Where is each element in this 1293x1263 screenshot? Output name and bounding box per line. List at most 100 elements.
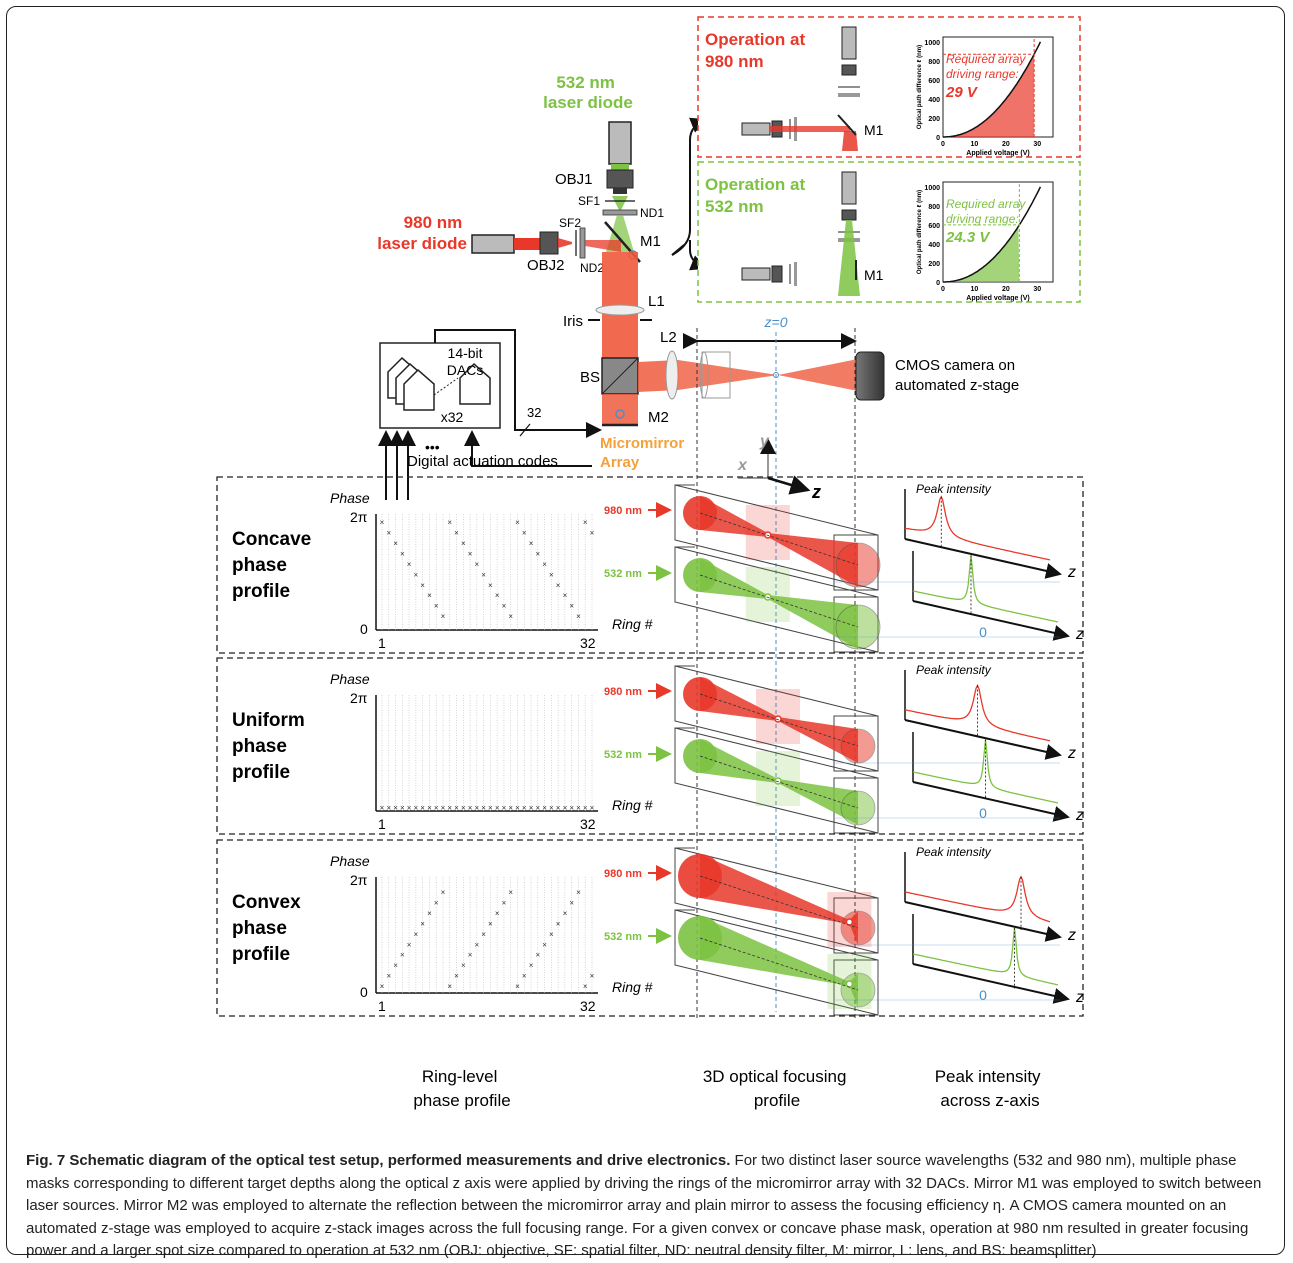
inset-driving-range-fill xyxy=(943,226,1020,282)
zero-label: 0 xyxy=(360,984,368,1000)
phase-marker: × xyxy=(563,591,568,600)
two-pi-label: 2π xyxy=(350,872,368,888)
phase-marker: × xyxy=(535,951,540,960)
phase-marker: × xyxy=(407,560,412,569)
phase-marker: × xyxy=(515,518,520,527)
phase-marker: × xyxy=(495,804,500,813)
inset-opd-curve xyxy=(943,186,1042,283)
inset-opd-curve xyxy=(943,41,1042,138)
phase-marker: × xyxy=(420,581,425,590)
phase-marker: × xyxy=(447,982,452,991)
phase-marker: × xyxy=(515,982,520,991)
inset-xtick: 20 xyxy=(1002,286,1010,293)
nd1-label: ND1 xyxy=(640,206,664,220)
inset-operation-1: Operation at 532 nm M1 0 200 400 600 800 1000 0 10… xyxy=(697,161,1081,303)
sf1-label: SF1 xyxy=(578,194,600,208)
inset-range-value: 24.3 V xyxy=(945,229,991,246)
phase-marker: × xyxy=(420,919,425,928)
phase-marker: × xyxy=(488,581,493,590)
phase-marker: × xyxy=(542,804,547,813)
inset-ytick: 600 xyxy=(928,223,940,230)
nd1-filter xyxy=(602,209,638,216)
phase-marker: × xyxy=(590,529,595,538)
phase-marker: × xyxy=(461,804,466,813)
inset-xlabel: Applied voltage (V) xyxy=(966,295,1029,302)
phase-marker: × xyxy=(508,612,513,621)
bus-width: 32 xyxy=(527,405,541,420)
phase-marker: × xyxy=(434,602,439,611)
phase-marker: × xyxy=(468,951,473,960)
inset-xtick: 20 xyxy=(1002,141,1010,148)
phase-marker: × xyxy=(488,919,493,928)
peak-curve xyxy=(904,875,1051,923)
phase-marker: × xyxy=(380,982,385,991)
phase-marker: × xyxy=(502,602,507,611)
focus-point xyxy=(845,980,854,988)
phase-marker: × xyxy=(468,549,473,558)
inset-ytick: 1000 xyxy=(924,185,940,192)
phase-marker: × xyxy=(508,804,513,813)
zero-label: 0 xyxy=(360,621,368,637)
phase-marker: × xyxy=(414,804,419,813)
phase-marker: × xyxy=(583,982,588,991)
m1-label: M1 xyxy=(640,233,661,250)
caption-body: For two distinct laser source wavelength… xyxy=(26,1152,1262,1259)
nd2-label: ND2 xyxy=(580,261,604,275)
phase-marker: × xyxy=(529,804,534,813)
obj1-lens xyxy=(606,169,634,189)
phase-marker: × xyxy=(569,602,574,611)
phase-marker: × xyxy=(563,909,568,918)
figure-frame xyxy=(6,6,1285,1255)
peak-intensity-label: Peak intensity xyxy=(916,482,992,496)
phase-marker: × xyxy=(468,804,473,813)
peak-curve xyxy=(912,927,1059,986)
inset-xtick: 30 xyxy=(1033,141,1041,148)
wl-980-label: 980 nm xyxy=(604,505,642,517)
phase-marker: × xyxy=(414,930,419,939)
ring-start: 1 xyxy=(378,635,386,651)
phase-marker: × xyxy=(576,888,581,897)
obj1-label: OBJ1 xyxy=(555,171,593,188)
m2-label: M2 xyxy=(648,409,669,426)
inset-xtick: 30 xyxy=(1033,286,1041,293)
phase-marker: × xyxy=(556,581,561,590)
phase-marker: × xyxy=(386,972,391,981)
svg-text:y: y xyxy=(759,433,770,450)
inset-ytick: 800 xyxy=(928,59,940,66)
micromirror-label: Micromirror Array xyxy=(600,435,688,471)
phase-marker: × xyxy=(590,972,595,981)
phase-marker: × xyxy=(427,909,432,918)
inset-ytick: 0 xyxy=(936,135,940,142)
inset-xlabel: Applied voltage (V) xyxy=(966,150,1029,157)
phase-axis-label: Phase xyxy=(330,853,370,869)
phase-marker: × xyxy=(475,804,480,813)
inset-ytick: 200 xyxy=(928,116,940,123)
phase-marker: × xyxy=(414,570,419,579)
phase-marker: × xyxy=(380,804,385,813)
nd2-filter xyxy=(579,227,586,259)
phase-marker: × xyxy=(576,612,581,621)
setup-diagram: 532 nm laser diode OBJ1 SF1 ND1 980 nm l… xyxy=(216,16,1084,1110)
wl-980-label: 980 nm xyxy=(604,686,642,698)
inset-mirror-label: M1 xyxy=(864,267,884,283)
phase-marker: × xyxy=(475,940,480,949)
phase-marker: × xyxy=(576,804,581,813)
wl-980-label: 980 nm xyxy=(604,868,642,880)
laser-532-diode xyxy=(608,121,632,165)
l2-lens xyxy=(665,350,679,400)
phase-marker: × xyxy=(454,972,459,981)
ring-end: 32 xyxy=(580,635,596,651)
svg-text:x: x xyxy=(737,457,748,474)
caption-title: Fig. 7 Schematic diagram of the optical … xyxy=(26,1152,731,1169)
two-pi-label: 2π xyxy=(350,690,368,706)
row-name: Concave phase profile xyxy=(232,529,311,602)
inset-driving-range-fill xyxy=(943,54,1035,138)
phase-marker: × xyxy=(495,591,500,600)
digital-codes-label: Digital actuation codes xyxy=(407,453,558,470)
ring-axis-label: Ring # xyxy=(612,979,653,995)
inset-ytick: 800 xyxy=(928,204,940,211)
phase-marker: × xyxy=(529,539,534,548)
phase-marker: × xyxy=(427,591,432,600)
svg-text:z: z xyxy=(811,482,821,502)
